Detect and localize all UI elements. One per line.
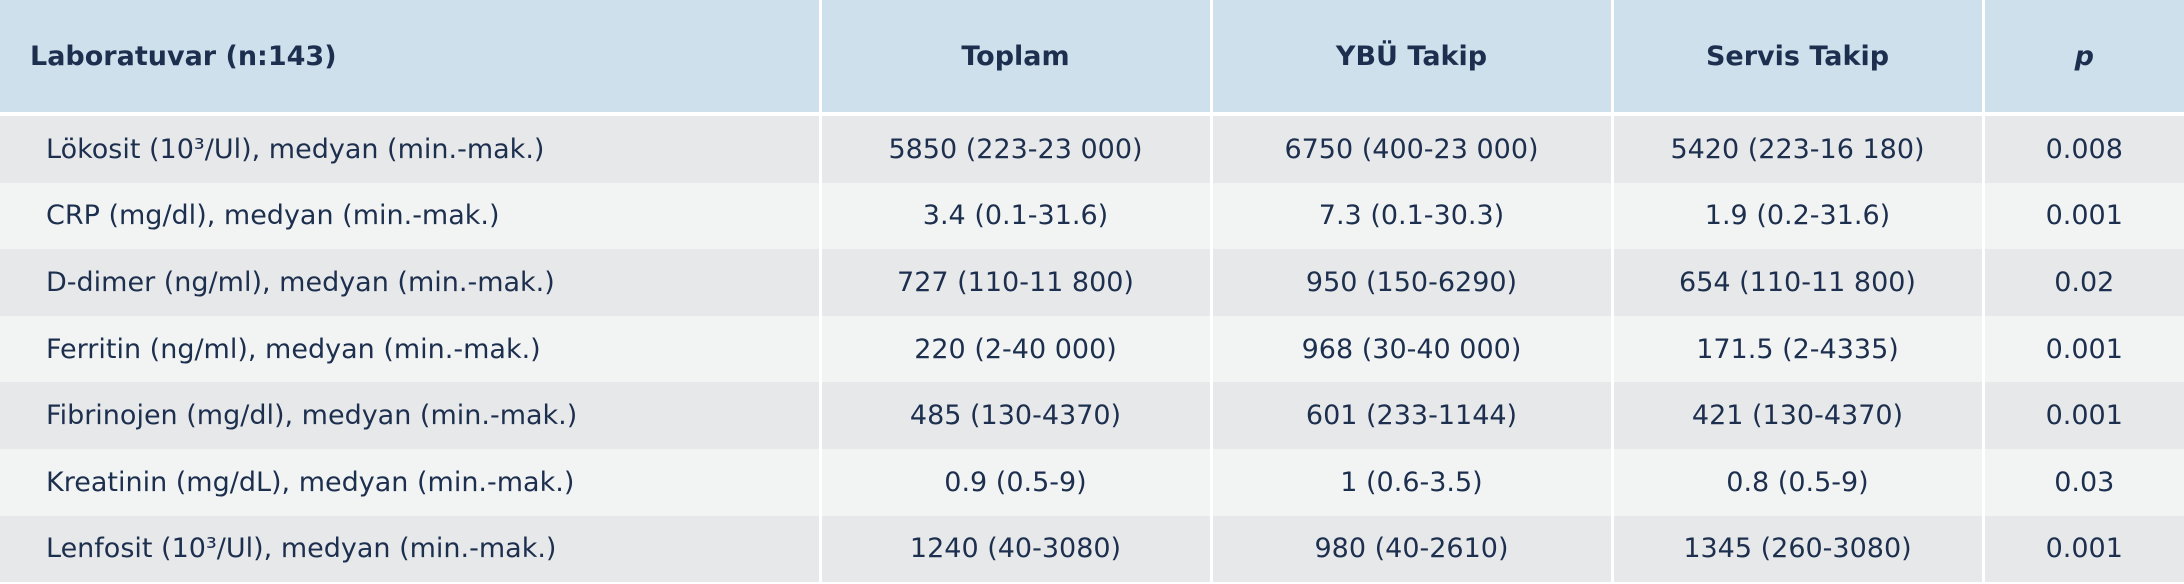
table-cell: Lenfosit (10³/Ul), medyan (min.-mak.)	[0, 515, 822, 583]
table-cell: 0.001	[1981, 515, 2184, 583]
header-cell: Servis Takip	[1610, 0, 1985, 116]
table-cell: 1240 (40-3080)	[818, 515, 1213, 583]
header-cell: Toplam	[818, 0, 1213, 116]
table-cell: 6750 (400-23 000)	[1209, 114, 1614, 183]
table-cell: CRP (mg/dl), medyan (min.-mak.)	[0, 182, 822, 250]
table-cell: Lökosit (10³/Ul), medyan (min.-mak.)	[0, 114, 822, 183]
table-row: Kreatinin (mg/dL), medyan (min.-mak.) 0.9…	[0, 448, 2184, 516]
table-cell: 0.008	[1981, 114, 2184, 183]
table-cell: 5420 (223-16 180)	[1610, 114, 1985, 183]
table-row: Lenfosit (10³/Ul), medyan (min.-mak.) 124…	[0, 515, 2184, 583]
table-row: D-dimer (ng/ml), medyan (min.-mak.) 727 (…	[0, 249, 2184, 316]
table-cell: 0.02	[1981, 249, 2184, 316]
header-cell: Laboratuvar (n:143)	[0, 0, 822, 116]
table-cell: 0.001	[1981, 315, 2184, 383]
header-row: Laboratuvar (n:143) Toplam YBÜ Takip Servis…	[0, 0, 2184, 116]
table-cell: 0.8 (0.5-9)	[1610, 448, 1985, 516]
table-cell: 601 (233-1144)	[1209, 382, 1614, 449]
table-cell: 654 (110-11 800)	[1610, 249, 1985, 316]
table-cell: 1345 (260-3080)	[1610, 515, 1985, 583]
table-cell: 485 (130-4370)	[818, 382, 1213, 449]
table-row: Lökosit (10³/Ul), medyan (min.-mak.) 5850…	[0, 114, 2184, 183]
table-row: Fibrinojen (mg/dl), medyan (min.-mak.) 48…	[0, 382, 2184, 449]
table-cell: 727 (110-11 800)	[818, 249, 1213, 316]
table-cell: Kreatinin (mg/dL), medyan (min.-mak.)	[0, 448, 822, 516]
table-cell: D-dimer (ng/ml), medyan (min.-mak.)	[0, 249, 822, 316]
header-cell: YBÜ Takip	[1209, 0, 1614, 116]
table-cell: 0.9 (0.5-9)	[818, 448, 1213, 516]
table-cell: 1 (0.6-3.5)	[1209, 448, 1614, 516]
table-cell: 950 (150-6290)	[1209, 249, 1614, 316]
header-cell: p	[1981, 0, 2184, 116]
table-cell: 220 (2-40 000)	[818, 315, 1213, 383]
table-cell: 0.001	[1981, 382, 2184, 449]
table-cell: 5850 (223-23 000)	[818, 114, 1213, 183]
table-body: Lökosit (10³/Ul), medyan (min.-mak.) 5850…	[0, 114, 2184, 583]
table-row: CRP (mg/dl), medyan (min.-mak.) 3.4 (0.1-…	[0, 182, 2184, 250]
table-cell: 171.5 (2-4335)	[1610, 315, 1985, 383]
table-cell: 1.9 (0.2-31.6)	[1610, 182, 1985, 250]
table-cell: 7.3 (0.1-30.3)	[1209, 182, 1614, 250]
table-cell: 980 (40-2610)	[1209, 515, 1614, 583]
table-cell: 3.4 (0.1-31.6)	[818, 182, 1213, 250]
table-cell: 421 (130-4370)	[1610, 382, 1985, 449]
table-cell: Ferritin (ng/ml), medyan (min.-mak.)	[0, 315, 822, 383]
table-cell: Fibrinojen (mg/dl), medyan (min.-mak.)	[0, 382, 822, 449]
table-row: Ferritin (ng/ml), medyan (min.-mak.) 220 …	[0, 315, 2184, 383]
table-cell: 0.03	[1981, 448, 2184, 516]
table-cell: 0.001	[1981, 182, 2184, 250]
table-cell: 968 (30-40 000)	[1209, 315, 1614, 383]
